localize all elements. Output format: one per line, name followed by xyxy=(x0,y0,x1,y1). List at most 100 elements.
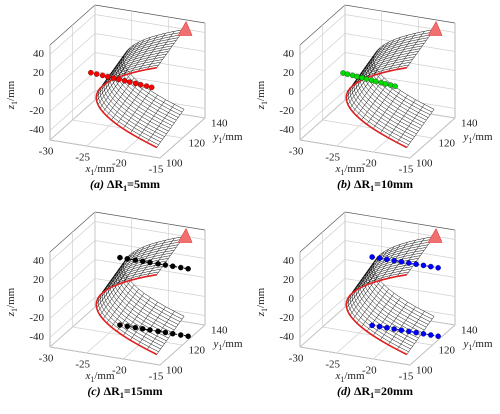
point xyxy=(132,257,139,263)
point xyxy=(143,83,150,89)
surface-mesh xyxy=(361,41,389,81)
surface-mesh xyxy=(122,90,151,129)
surface-mesh xyxy=(380,94,408,134)
surface-mesh xyxy=(102,280,131,320)
surface-mesh xyxy=(111,288,139,328)
surface-mesh xyxy=(349,69,378,109)
z-tick-label: 40 xyxy=(283,255,295,267)
surface-tip xyxy=(427,227,443,243)
series-line xyxy=(372,256,439,269)
grid-line xyxy=(49,90,96,131)
surface-mesh xyxy=(156,316,185,355)
point xyxy=(406,260,412,266)
surface-mesh xyxy=(116,246,145,285)
grid-line xyxy=(49,221,96,262)
point xyxy=(110,75,117,81)
y-tick-label: 140 xyxy=(461,325,478,337)
y-tick-label: 140 xyxy=(211,118,228,130)
point xyxy=(117,254,123,261)
caption-symbol: ΔR xyxy=(354,177,371,191)
y-tick-label: 100 xyxy=(416,365,433,377)
y-tick-label: 140 xyxy=(461,118,478,130)
z-tick-label: -20 xyxy=(29,312,44,324)
y-axis-label-var: y xyxy=(462,338,468,350)
grid-line xyxy=(299,139,411,159)
y-tick-label: 140 xyxy=(211,325,228,337)
panel: -30 -25 -20 -15 100120140-40-2002040x1/mmy1/… xyxy=(5,211,243,400)
caption-label: (c) xyxy=(87,384,100,398)
surface-mesh xyxy=(349,257,378,296)
surface-mesh xyxy=(146,104,175,143)
grid-line xyxy=(94,71,206,90)
surface-mesh xyxy=(372,90,401,129)
z-tick-label: 40 xyxy=(33,255,45,267)
axis-box xyxy=(344,211,456,231)
x-axis-label-unit: /mm xyxy=(94,370,115,382)
y-axis-label-sub: 1 xyxy=(218,343,222,352)
y-axis-label-sub: 1 xyxy=(468,136,472,145)
x-tick-label: -25 xyxy=(325,359,340,371)
caption-label: (d) xyxy=(337,384,351,398)
x-tick-label: -15 xyxy=(399,164,414,176)
point xyxy=(147,259,153,266)
z-tick-label: -40 xyxy=(29,331,44,343)
surface-mesh xyxy=(356,284,385,324)
x-tick-label: -20 xyxy=(362,365,377,377)
z-axis-label-var: z xyxy=(255,104,267,110)
x-axis-label-var: x xyxy=(334,163,340,175)
surface-edge xyxy=(95,66,158,149)
x-axis-label: x1/mm xyxy=(84,370,115,384)
z-axis-label-sub: 1 xyxy=(260,101,269,105)
x-axis-label-var: x xyxy=(334,370,340,382)
z-tick-label: -20 xyxy=(29,105,44,117)
grid-line xyxy=(299,14,346,55)
series-line xyxy=(119,257,189,270)
grid-line xyxy=(299,71,346,112)
surface-mesh xyxy=(111,41,139,81)
grid-line xyxy=(49,297,96,338)
z-tick-label: -40 xyxy=(29,124,44,136)
point xyxy=(376,255,383,261)
z-axis-label-unit: /mm xyxy=(5,80,17,101)
surface-mesh xyxy=(380,35,408,74)
z-tick-label: 20 xyxy=(33,274,45,286)
x-axis-label: x1/mm xyxy=(334,370,365,384)
surface-mesh xyxy=(388,99,416,138)
point xyxy=(155,328,161,335)
y-tick-label: 100 xyxy=(166,365,183,377)
point xyxy=(88,69,94,76)
surface-mesh xyxy=(388,33,416,72)
surface-mesh xyxy=(347,273,376,312)
axis-box xyxy=(344,4,456,24)
z-axis-label-unit: /mm xyxy=(255,287,267,308)
panel: -30 -25 -20 -15 100120140-40-2002040x1/mmy1/… xyxy=(255,4,493,193)
surface-mesh xyxy=(99,257,128,296)
grid-line xyxy=(49,139,161,159)
surface-mesh xyxy=(146,31,175,70)
surface-mesh xyxy=(130,35,158,74)
series-line xyxy=(372,324,439,337)
caption-sub: 1 xyxy=(123,184,127,193)
point xyxy=(420,262,427,269)
grid-line xyxy=(299,52,346,93)
z-axis-label-unit: /mm xyxy=(255,80,267,101)
caption-label: (a) xyxy=(90,177,104,191)
surface-mesh xyxy=(349,50,378,89)
y-tick-label: 120 xyxy=(439,345,456,357)
surface-edge xyxy=(95,273,158,356)
point xyxy=(369,254,375,260)
surface-mesh xyxy=(352,254,381,293)
point xyxy=(344,71,351,77)
point xyxy=(413,261,419,267)
z-axis-label-var: z xyxy=(255,311,267,317)
surface-mesh xyxy=(406,236,435,275)
z-tick-label: -20 xyxy=(279,105,294,117)
surface-mesh xyxy=(156,109,185,148)
point xyxy=(392,83,398,90)
point xyxy=(148,84,155,91)
surface xyxy=(346,236,435,355)
surface-tip xyxy=(427,20,443,36)
z-tick-label: 0 xyxy=(289,293,295,305)
surface-mesh xyxy=(106,284,135,324)
z-axis-label: z1/mm xyxy=(255,287,269,317)
